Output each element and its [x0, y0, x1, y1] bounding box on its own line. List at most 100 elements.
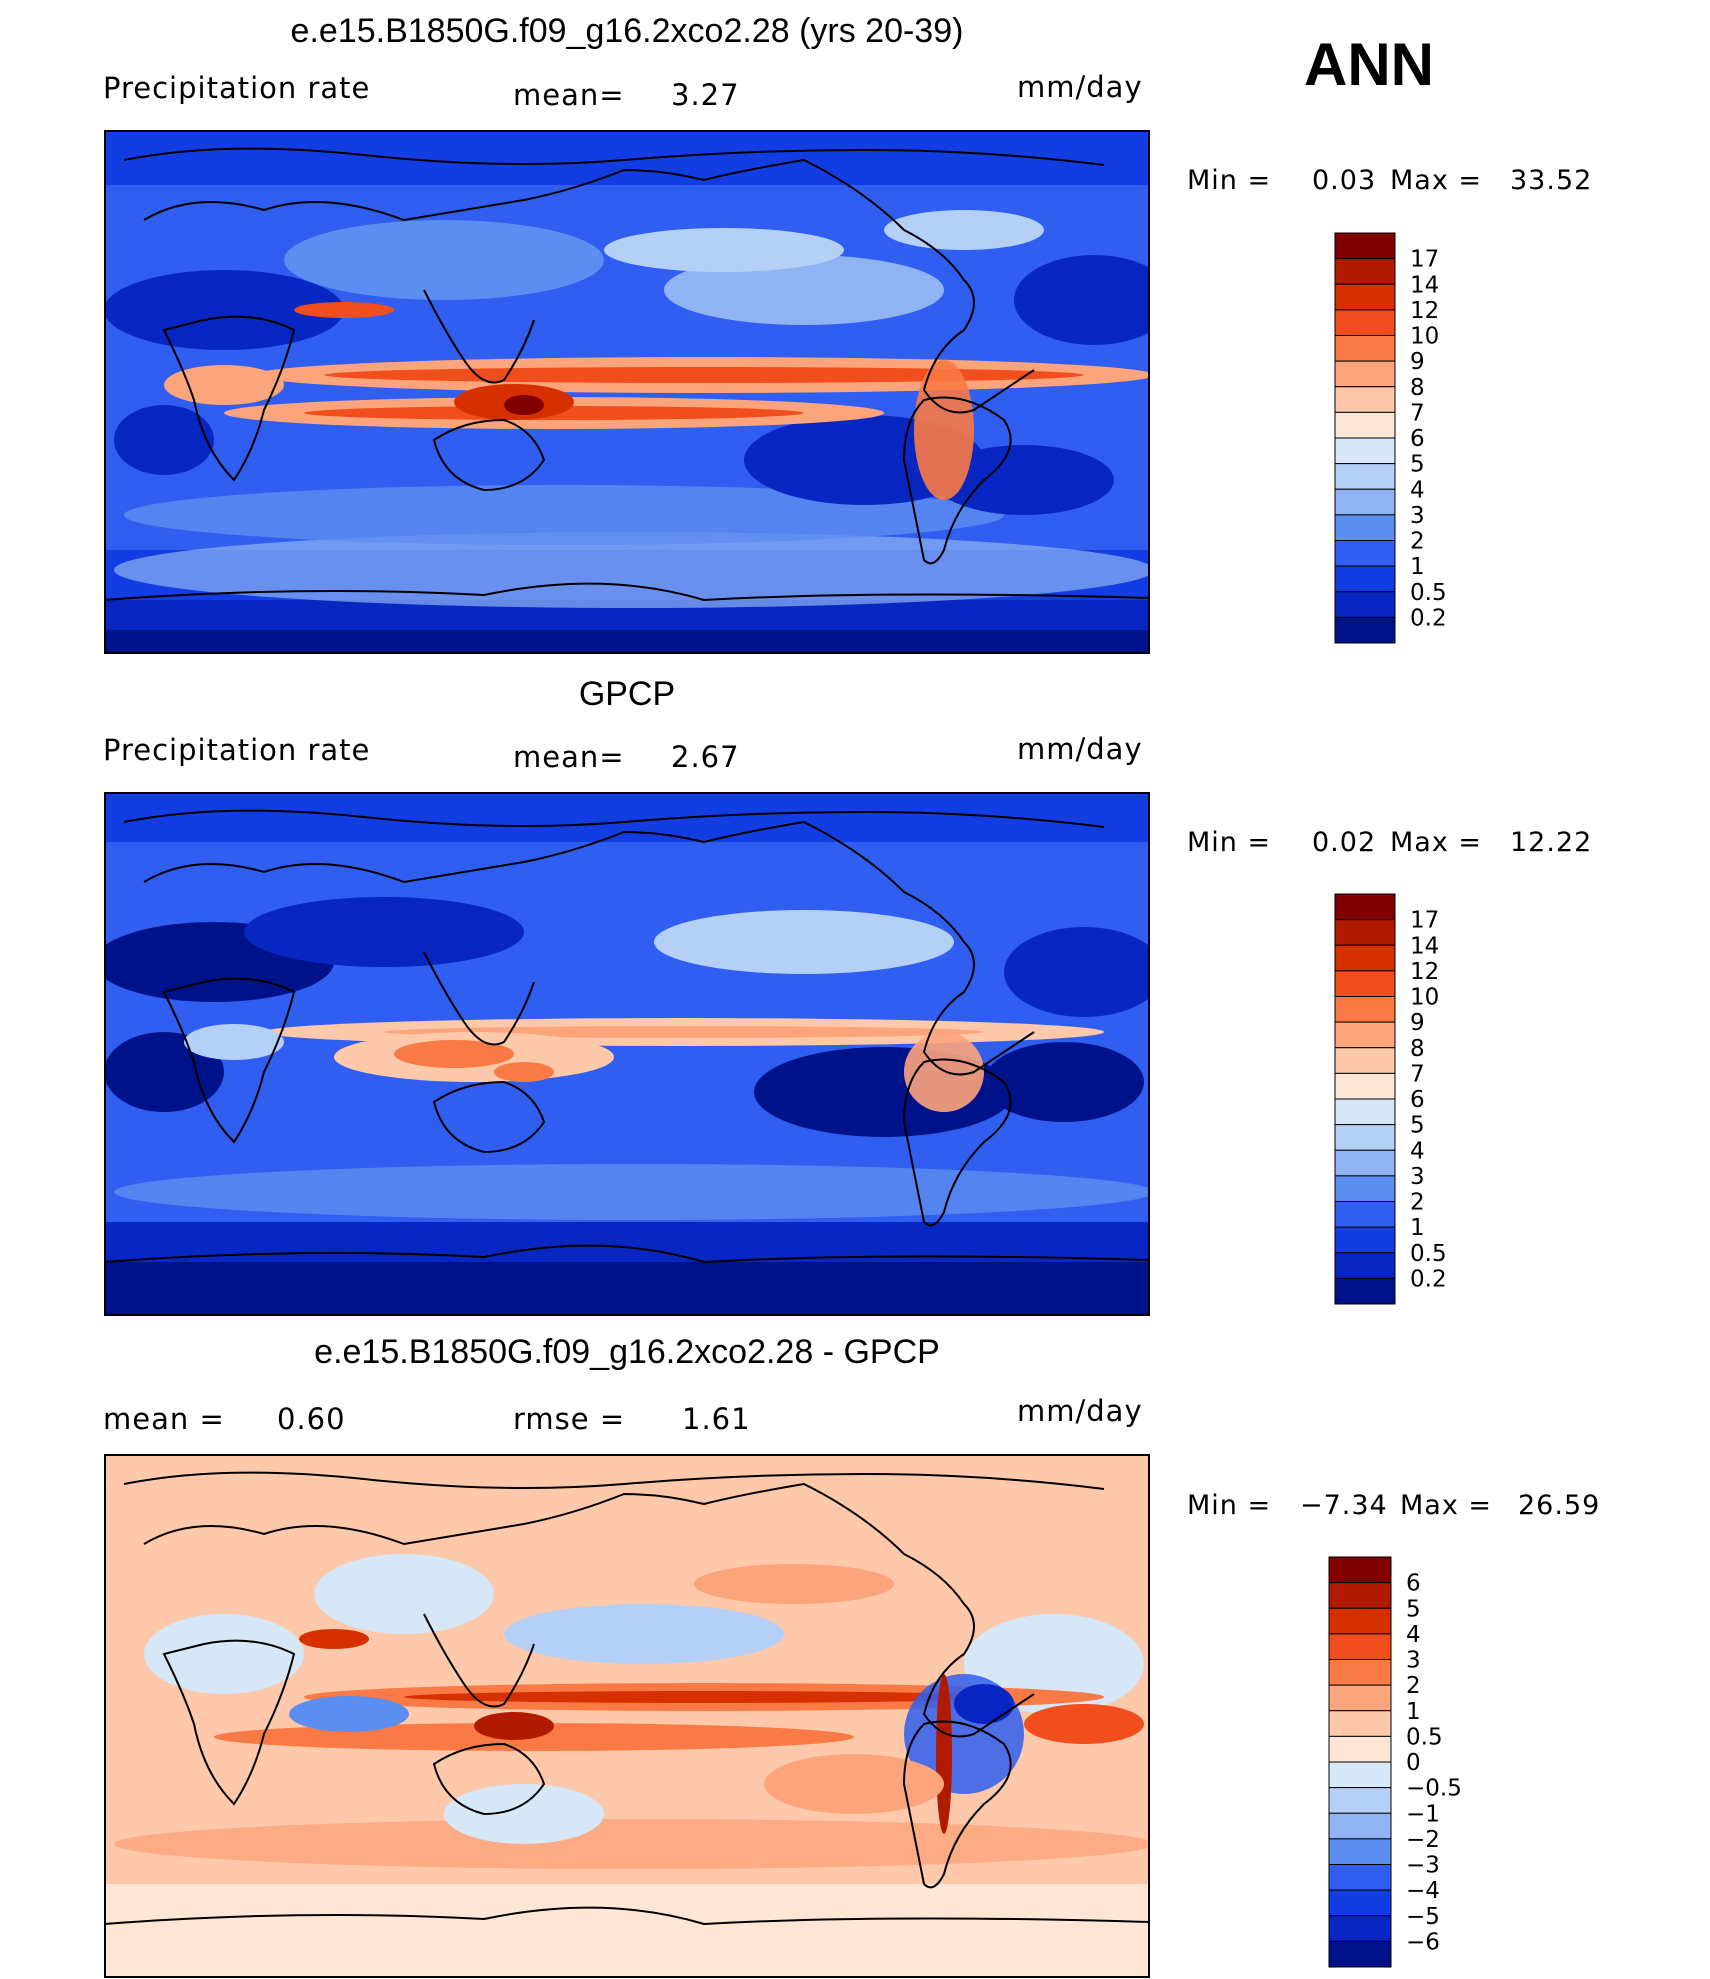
- colorbar-tick-label: 10: [1410, 985, 1439, 1011]
- colorbar-tick-label: −1: [1406, 1801, 1440, 1827]
- colorbar-tick-label: 0.5: [1406, 1724, 1443, 1750]
- panel1-mean-label: mean=: [513, 78, 625, 112]
- colorbar-swatch: [1328, 1633, 1392, 1660]
- colorbar-tick-label: −3: [1406, 1853, 1440, 1879]
- panel1-min-value: 0.03: [1312, 165, 1377, 196]
- colorbar-tick-label: 17: [1410, 908, 1439, 934]
- colorbar-tick-label: 14: [1410, 272, 1439, 298]
- colorbar-tick-label: 0.5: [1410, 580, 1447, 606]
- colorbar-tick-label: 10: [1410, 324, 1439, 350]
- colorbar-tick-label: 1: [1406, 1699, 1421, 1725]
- colorbar-swatch: [1334, 1175, 1396, 1202]
- panel2-mean-label: mean=: [513, 740, 625, 774]
- colorbar-tick-label: −2: [1406, 1827, 1440, 1853]
- colorbar-swatch: [1328, 1787, 1392, 1814]
- panel3-rmse-value: 1.61: [682, 1402, 751, 1436]
- panel3-units: mm/day: [1017, 1394, 1143, 1428]
- colorbar-swatch: [1328, 1710, 1392, 1737]
- panel3-max-value: 26.59: [1518, 1490, 1601, 1521]
- colorbar-tick-label: −5: [1406, 1904, 1440, 1930]
- panel2-max-label: Max =: [1390, 827, 1483, 858]
- colorbar-tick-label: 6: [1410, 426, 1425, 452]
- colorbar-swatch: [1334, 565, 1396, 593]
- panel1-units: mm/day: [1017, 70, 1143, 104]
- colorbar-swatch: [1328, 1735, 1392, 1763]
- colorbar-tick-label: 1: [1410, 1215, 1425, 1241]
- panel3-max-label: Max =: [1400, 1490, 1493, 1521]
- colorbar-tick-label: 2: [1410, 1190, 1425, 1216]
- colorbar-swatch: [1328, 1889, 1392, 1917]
- colorbar-swatch: [1334, 514, 1396, 541]
- season-label: ANN: [1304, 31, 1434, 98]
- colorbar-tick-label: 6: [1410, 1087, 1425, 1113]
- colorbar-swatch: [1334, 944, 1396, 972]
- colorbar-tick-label: 3: [1406, 1648, 1421, 1674]
- colorbar-tick-label: 0.2: [1410, 605, 1447, 631]
- colorbar-swatch: [1334, 386, 1396, 413]
- colorbar-tick-label: 17: [1410, 247, 1439, 273]
- colorbar-swatch: [1334, 893, 1396, 921]
- panel3-min-value: −7.34: [1300, 1490, 1388, 1521]
- panel3-title: e.e15.B1850G.f09_g16.2xco2.28 - GPCP: [314, 1333, 940, 1371]
- panel2-min-value: 0.02: [1312, 827, 1377, 858]
- colorbar-tick-label: −6: [1406, 1929, 1440, 1955]
- colorbar-tick-label: 4: [1410, 477, 1425, 503]
- colorbar-swatch: [1334, 258, 1396, 285]
- colorbar-tick-label: 5: [1410, 452, 1425, 478]
- panel3-mean-label: mean =: [103, 1402, 225, 1436]
- colorbar-tick-label: 2: [1406, 1673, 1421, 1699]
- colorbar-swatch: [1334, 437, 1396, 465]
- colorbar-swatch: [1334, 360, 1396, 388]
- colorbar-tick-label: 14: [1410, 933, 1439, 959]
- panel3-min-label: Min =: [1187, 1490, 1272, 1521]
- colorbar-tick-label: 4: [1406, 1622, 1421, 1648]
- colorbar-tick-label: 5: [1406, 1596, 1421, 1622]
- colorbar-swatch: [1334, 1226, 1396, 1254]
- colorbar-tick-label: 3: [1410, 503, 1425, 529]
- colorbar-tick-label: 1: [1410, 554, 1425, 580]
- colorbar-swatch: [1334, 1021, 1396, 1049]
- colorbar-swatch: [1328, 1556, 1392, 1584]
- colorbar-swatch: [1334, 488, 1396, 516]
- colorbar-tick-label: 6: [1406, 1571, 1421, 1597]
- colorbar-swatch: [1328, 1761, 1392, 1789]
- colorbar-swatch: [1334, 616, 1396, 644]
- colorbar-tick-label: 2: [1410, 529, 1425, 555]
- colorbar-swatch: [1334, 591, 1396, 618]
- colorbar-tick-label: 5: [1410, 1113, 1425, 1139]
- panel1-min-label: Min =: [1187, 165, 1272, 196]
- colorbar-swatch: [1334, 335, 1396, 362]
- panel2-precip-map: [104, 792, 1150, 1316]
- panel2-title: GPCP: [578, 675, 676, 713]
- colorbar-swatch: [1328, 1864, 1392, 1891]
- panel1-mean-value: 3.27: [671, 78, 740, 112]
- colorbar-tick-label: 7: [1410, 400, 1425, 426]
- colorbar-tick-label: 4: [1410, 1138, 1425, 1164]
- panel3-mean-value: 0.60: [277, 1402, 346, 1436]
- colorbar-swatch: [1334, 970, 1396, 997]
- colorbar-tick-label: 8: [1410, 1036, 1425, 1062]
- colorbar-tick-label: 0: [1406, 1750, 1421, 1776]
- colorbar-swatch: [1334, 1201, 1396, 1228]
- colorbar-swatch: [1328, 1940, 1392, 1968]
- colorbar-swatch: [1328, 1607, 1392, 1635]
- colorbar-swatch: [1328, 1582, 1392, 1609]
- colorbar-swatch: [1334, 1098, 1396, 1126]
- colorbar-swatch: [1334, 1072, 1396, 1100]
- colorbar-swatch: [1334, 1124, 1396, 1151]
- colorbar-tick-label: 0.5: [1410, 1241, 1447, 1267]
- colorbar-swatch: [1334, 996, 1396, 1023]
- colorbar-swatch: [1334, 309, 1396, 336]
- colorbar-tick-label: 9: [1410, 349, 1425, 375]
- colorbar-swatch: [1328, 1838, 1392, 1865]
- colorbar-swatch: [1334, 1047, 1396, 1074]
- colorbar-swatch: [1334, 1252, 1396, 1279]
- colorbar-tick-label: 9: [1410, 1010, 1425, 1036]
- colorbar-swatch: [1334, 919, 1396, 946]
- panel2-variable-label: Precipitation rate: [103, 733, 371, 767]
- colorbar-tick-label: −0.5: [1406, 1776, 1462, 1802]
- colorbar-swatch: [1334, 540, 1396, 567]
